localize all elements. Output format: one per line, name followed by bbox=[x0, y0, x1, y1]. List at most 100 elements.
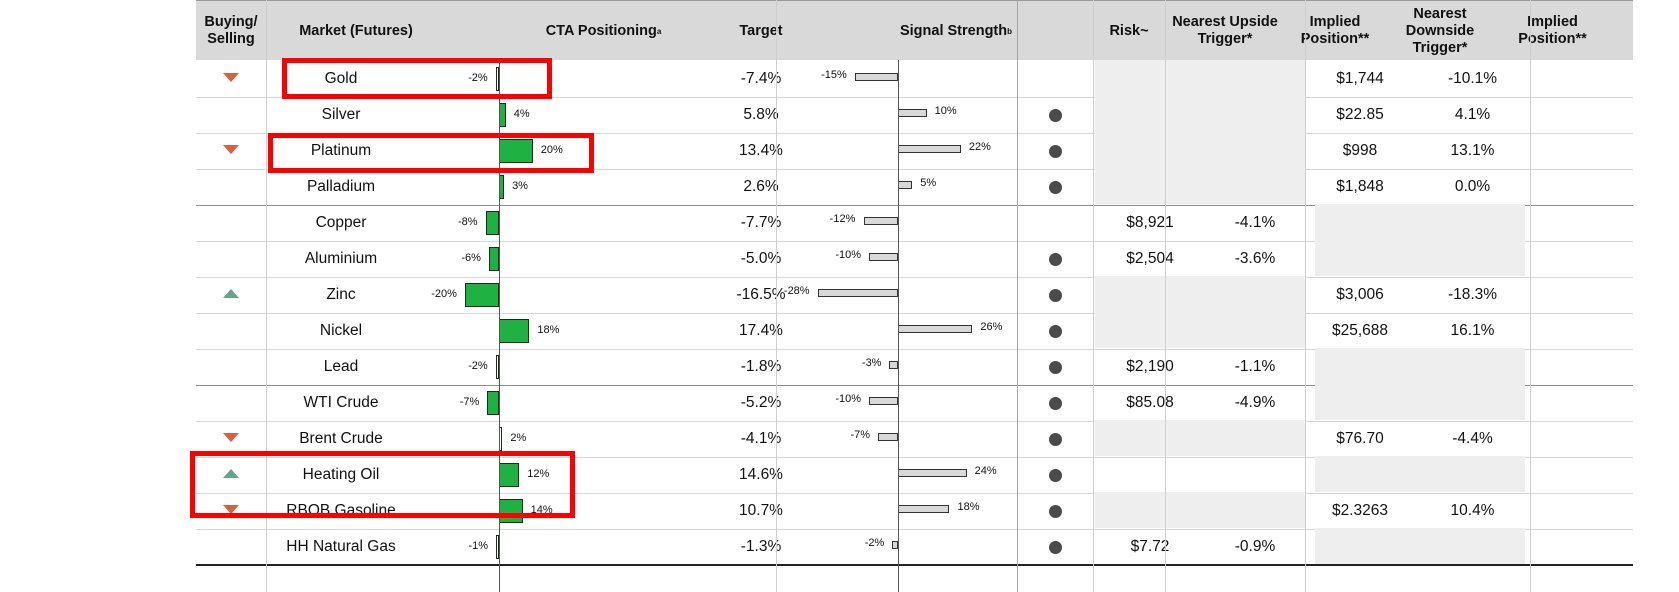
cta-position-label: 2% bbox=[510, 432, 527, 444]
trigger-shade bbox=[1095, 168, 1305, 204]
upside-trigger: $85.08 bbox=[1126, 394, 1174, 411]
risk-cell bbox=[1017, 96, 1093, 134]
signal-zero-axis bbox=[898, 60, 899, 592]
trigger-shade bbox=[1315, 456, 1525, 492]
risk-dot-icon bbox=[1048, 432, 1062, 446]
column-divider bbox=[266, 0, 267, 592]
table-row: Nickel18%17.4%26%$28,06417.6%$25,68816.1… bbox=[196, 312, 1633, 350]
downside-implied-position: -18.3% bbox=[1447, 286, 1498, 303]
column-divider bbox=[1305, 0, 1306, 592]
downside-implied-position: 0.0% bbox=[1454, 178, 1491, 195]
target-value: -5.2% bbox=[740, 394, 782, 411]
signal-strength-label: -28% bbox=[783, 285, 810, 297]
risk-cell bbox=[1017, 492, 1093, 530]
signal-strength-label: -10% bbox=[835, 393, 862, 405]
upside-trigger: $2,190 bbox=[1126, 358, 1174, 375]
downside-implied-position: -4.4% bbox=[1452, 430, 1493, 447]
target-value: 13.4% bbox=[739, 142, 783, 159]
downside-implied-position: -10.1% bbox=[1447, 70, 1498, 87]
target-value: 10.7% bbox=[739, 502, 783, 519]
downside-trigger: $2.3263 bbox=[1331, 502, 1389, 519]
target-value: 17.4% bbox=[739, 322, 783, 339]
cta-position-label: 18% bbox=[537, 324, 560, 336]
signal-strength-label: 10% bbox=[934, 105, 957, 117]
cta-position-label: -20% bbox=[431, 288, 457, 300]
signal-strength-label: 5% bbox=[920, 177, 937, 189]
trigger-shade bbox=[1095, 276, 1305, 312]
downside-implied-position: 4.1% bbox=[1454, 106, 1491, 123]
signal-strength-label: -3% bbox=[861, 357, 882, 369]
signal-strength-label: -15% bbox=[821, 69, 847, 81]
upside-implied-position: -4.9% bbox=[1234, 394, 1276, 411]
target-value: -5.0% bbox=[740, 250, 782, 267]
market-name: Silver bbox=[321, 106, 361, 123]
trigger-shade bbox=[1095, 420, 1305, 456]
risk-dot-icon bbox=[1048, 324, 1062, 338]
signal-strength-bar bbox=[898, 325, 973, 333]
risk-dot-icon bbox=[1048, 108, 1062, 122]
downside-implied-position: 13.1% bbox=[1450, 142, 1495, 159]
risk-cell bbox=[1017, 528, 1093, 566]
market-name: Brent Crude bbox=[299, 430, 383, 447]
target-value: 14.6% bbox=[739, 466, 783, 483]
risk-dot-icon bbox=[1048, 180, 1062, 194]
header-market: Market (Futures) bbox=[299, 22, 413, 39]
signal-strength-label: -10% bbox=[835, 249, 862, 261]
downside-trigger: $1,744 bbox=[1336, 70, 1384, 87]
risk-cell bbox=[1017, 240, 1093, 278]
signal-strength-bar bbox=[869, 397, 898, 405]
upside-implied-position: -3.6% bbox=[1234, 250, 1276, 267]
signal-strength-bar bbox=[869, 253, 898, 261]
cta-position-bar bbox=[488, 247, 499, 271]
target-value: -16.5% bbox=[736, 286, 786, 303]
sell-arrow-icon bbox=[223, 433, 239, 442]
downside-trigger: $25,688 bbox=[1331, 322, 1389, 339]
cta-position-label: -8% bbox=[458, 216, 478, 228]
downside-trigger: $3,006 bbox=[1336, 286, 1384, 303]
risk-dot-icon bbox=[1048, 144, 1062, 158]
risk-cell bbox=[1017, 60, 1093, 98]
target-value: -4.1% bbox=[740, 430, 782, 447]
column-divider bbox=[776, 0, 777, 592]
cta-position-label: -6% bbox=[461, 252, 481, 264]
trigger-shade bbox=[1315, 528, 1525, 564]
trigger-shade bbox=[1095, 132, 1305, 168]
buy-arrow-icon bbox=[223, 469, 239, 478]
risk-cell bbox=[1017, 276, 1093, 314]
signal-strength-label: -12% bbox=[829, 213, 856, 225]
cta-position-bar bbox=[499, 103, 506, 127]
risk-dot-icon bbox=[1048, 360, 1062, 374]
cta-position-label: -1% bbox=[468, 540, 489, 552]
downside-trigger: $998 bbox=[1342, 142, 1378, 159]
downside-implied-position: 16.1% bbox=[1450, 322, 1495, 339]
risk-dot-icon bbox=[1048, 468, 1062, 482]
signal-strength-bar bbox=[898, 469, 967, 477]
signal-strength-bar bbox=[877, 433, 898, 441]
header-signal-strength: Signal Strength b bbox=[899, 22, 1013, 39]
trigger-shade bbox=[1315, 240, 1525, 276]
target-value: -1.3% bbox=[740, 538, 782, 555]
sell-arrow-icon bbox=[223, 73, 239, 82]
market-name: Copper bbox=[315, 214, 367, 231]
market-name: Zinc bbox=[326, 286, 356, 303]
signal-strength-label: 22% bbox=[968, 141, 991, 153]
signal-strength-bar bbox=[898, 109, 927, 117]
trigger-shade bbox=[1315, 204, 1525, 240]
market-name: Gold bbox=[324, 70, 358, 87]
signal-strength-label: 18% bbox=[957, 501, 980, 513]
cta-position-bar bbox=[499, 139, 533, 163]
signal-strength-bar bbox=[889, 361, 898, 369]
signal-strength-label: 26% bbox=[980, 321, 1003, 333]
cta-position-label: 20% bbox=[540, 144, 563, 156]
signal-strength-bar bbox=[898, 145, 961, 153]
header-risk: Risk~ bbox=[1109, 22, 1149, 39]
signal-strength-bar bbox=[817, 289, 898, 297]
upside-implied-position bbox=[1205, 456, 1305, 494]
cta-position-bar bbox=[485, 211, 499, 235]
risk-cell bbox=[1017, 420, 1093, 458]
cta-positioning-table: Buying/ Selling Market (Futures) CTA Pos… bbox=[196, 0, 1633, 592]
signal-strength-bar bbox=[892, 541, 898, 549]
risk-dot-icon bbox=[1048, 396, 1062, 410]
upside-implied-position: -1.1% bbox=[1234, 358, 1276, 375]
